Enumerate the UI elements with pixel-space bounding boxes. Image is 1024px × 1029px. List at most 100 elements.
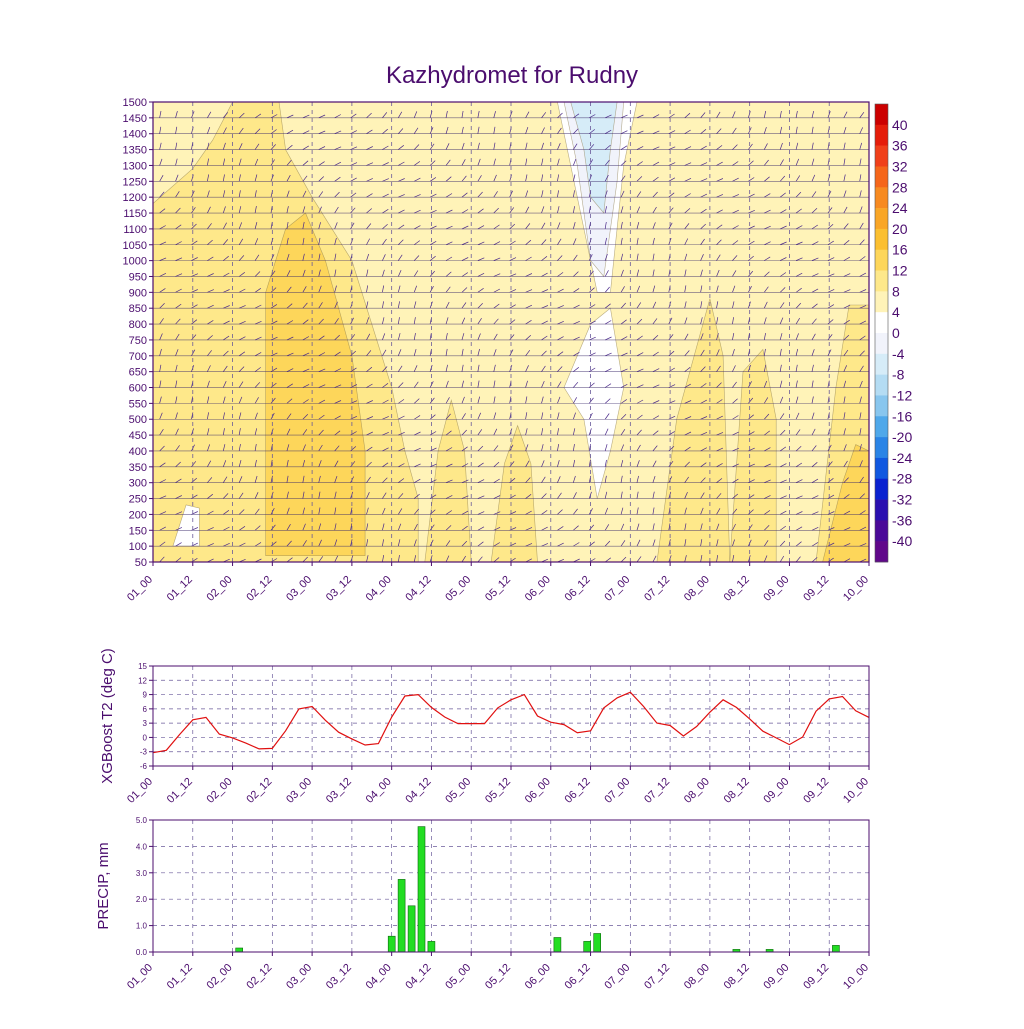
precip-ytick-label-0: 5.0 xyxy=(136,816,148,825)
t2-xtick-label-4: 03_00 xyxy=(284,776,314,806)
colorbar-label-16: -24 xyxy=(892,450,912,466)
heatmap-ytick-label-22: 1150 xyxy=(123,208,147,220)
heatmap-ytick-label-14: 750 xyxy=(129,335,147,347)
colorbar-band-10 xyxy=(875,312,888,334)
heatmap-xtick-label-9: 05_12 xyxy=(483,574,513,604)
colorbar-label-13: -12 xyxy=(892,387,912,403)
t2-xtick-label-3: 02_12 xyxy=(244,776,274,806)
colorbar-band-14 xyxy=(875,395,888,417)
precip-bar-8 xyxy=(593,933,602,953)
heatmap-panel: 50 100 150 200 250 300 350 400 450 500 550 600 650 70… xyxy=(123,97,870,569)
t2-ytick-label-1: 12 xyxy=(138,676,147,685)
t2-xtick-label-9: 05_12 xyxy=(483,776,513,806)
precip-xtick-label-11: 06_12 xyxy=(563,962,593,992)
colorbar-label-1: 36 xyxy=(892,138,908,154)
heatmap-ytick-label-27: 1400 xyxy=(123,129,147,141)
precip-xtick-label-8: 05_00 xyxy=(443,962,473,992)
colorbar-band-12 xyxy=(875,353,888,375)
precip-xtick-label-12: 07_00 xyxy=(602,962,632,992)
colorbar-label-15: -20 xyxy=(892,429,912,445)
t2-ytick-label-4: 3 xyxy=(143,719,148,728)
heatmap-ytick-label-18: 950 xyxy=(129,271,147,283)
precip-xtick-label-5: 03_12 xyxy=(324,962,354,992)
precip-panel: 5.0 4.0 3.0 2.0 1.0 0.0 PRECIP, mm xyxy=(95,816,870,957)
t2-xtick-label-18: 10_00 xyxy=(841,776,871,806)
precip-xtick-label-3: 02_12 xyxy=(244,962,274,992)
colorbar-band-5 xyxy=(875,208,888,230)
precip-ytick-label-1: 4.0 xyxy=(136,842,148,851)
heatmap-ytick-label-3: 200 xyxy=(129,509,147,521)
heatmap-xtick-label-12: 07_00 xyxy=(602,574,632,604)
precip-bar-7 xyxy=(583,941,592,953)
heatmap-ytick-label-1: 100 xyxy=(129,541,147,553)
t2-xtick-label-12: 07_00 xyxy=(602,776,632,806)
colorbar-band-11 xyxy=(875,333,888,355)
heatmap-ytick-label-11: 600 xyxy=(129,383,147,395)
heatmap-ytick-label-26: 1350 xyxy=(123,145,147,157)
precip-ytick-label-2: 3.0 xyxy=(136,869,148,878)
colorbar-band-15 xyxy=(875,416,888,438)
colorbar-band-21 xyxy=(875,541,888,563)
colorbar-band-19 xyxy=(875,499,888,521)
t2-xtick-label-17: 09_12 xyxy=(801,776,831,806)
heatmap-xtick-label-15: 08_12 xyxy=(722,574,752,604)
heatmap-region-1 xyxy=(424,399,472,562)
heatmap-ytick-label-9: 500 xyxy=(129,414,147,426)
t2-ytick-label-2: 9 xyxy=(143,691,148,700)
heatmap-xtick-label-16: 09_00 xyxy=(761,574,791,604)
colorbar-label-6: 16 xyxy=(892,242,908,258)
colorbar-label-20: -40 xyxy=(892,533,912,549)
precip-bar-5 xyxy=(427,941,436,953)
heatmap-xtick-label-13: 07_12 xyxy=(642,574,672,604)
precip-ytick-label-5: 0.0 xyxy=(136,948,148,957)
colorbar-label-0: 40 xyxy=(892,117,908,133)
heatmap-ytick-label-5: 300 xyxy=(129,478,147,490)
t2-xtick-label-5: 03_12 xyxy=(324,776,354,806)
precip-xtick-label-9: 05_12 xyxy=(483,962,513,992)
colorbar-label-18: -32 xyxy=(892,492,912,508)
heatmap-ytick-label-29: 1500 xyxy=(123,97,147,109)
colorbar-band-17 xyxy=(875,457,888,480)
precip-bar-0 xyxy=(235,947,243,953)
heatmap-ytick-label-8: 450 xyxy=(129,430,147,442)
heatmap-ytick-label-10: 550 xyxy=(129,398,147,410)
precip-xtick-label-14: 08_00 xyxy=(682,962,712,992)
heatmap-ytick-label-20: 1050 xyxy=(123,240,147,252)
colorbar-label-8: 8 xyxy=(892,283,900,299)
colorbar-label-9: 4 xyxy=(892,304,900,320)
t2-series-line xyxy=(152,691,870,754)
t2-panel: 15 12 9 6 3 0 -3 -6 XGBoost T2 (deg C) xyxy=(99,648,870,784)
heatmap-xtick-label-2: 02_00 xyxy=(205,574,235,604)
heatmap-ytick-label-23: 1200 xyxy=(123,192,147,204)
heatmap-ytick-label-4: 250 xyxy=(129,494,147,506)
heatmap-region-2 xyxy=(490,424,538,562)
heatmap-ytick-label-0: 50 xyxy=(135,557,147,569)
t2-x-axis: 01_00 01_12 02_00 02_12 03_00 03_12 04_00 04_12… xyxy=(125,766,871,806)
precip-bar-2 xyxy=(397,879,406,953)
precip-xtick-label-16: 09_00 xyxy=(761,962,791,992)
precip-bar-4 xyxy=(417,826,426,953)
heatmap-xtick-label-7: 04_12 xyxy=(403,574,433,604)
heatmap-xtick-label-18: 10_00 xyxy=(841,574,871,604)
colorbar-label-11: -4 xyxy=(892,346,905,362)
colorbar: 4036322824201612840-4-8-12-16-20-24-28-3… xyxy=(874,103,912,563)
precip-bar-3 xyxy=(407,905,416,953)
heatmap-xtick-label-4: 03_00 xyxy=(284,574,314,604)
colorbar-band-4 xyxy=(875,187,888,209)
precip-ylabel: PRECIP, mm xyxy=(95,842,112,929)
t2-ytick-label-0: 15 xyxy=(138,662,147,671)
t2-xtick-label-6: 04_00 xyxy=(364,776,394,806)
precip-xtick-label-10: 06_00 xyxy=(523,962,553,992)
precip-xtick-label-13: 07_12 xyxy=(642,962,672,992)
precip-bar-6 xyxy=(553,937,562,953)
precip-xtick-label-7: 04_12 xyxy=(403,962,433,992)
heatmap-xtick-label-3: 02_12 xyxy=(244,574,274,604)
colorbar-band-6 xyxy=(875,228,888,251)
precip-xtick-label-1: 01_12 xyxy=(165,962,195,992)
precip-xtick-label-2: 02_00 xyxy=(205,962,235,992)
colorbar-label-3: 28 xyxy=(892,179,908,195)
colorbar-frame xyxy=(874,103,889,563)
colorbar-band-8 xyxy=(875,270,888,292)
wind-barbs xyxy=(153,102,869,562)
t2-ytick-label-6: -3 xyxy=(140,748,148,757)
